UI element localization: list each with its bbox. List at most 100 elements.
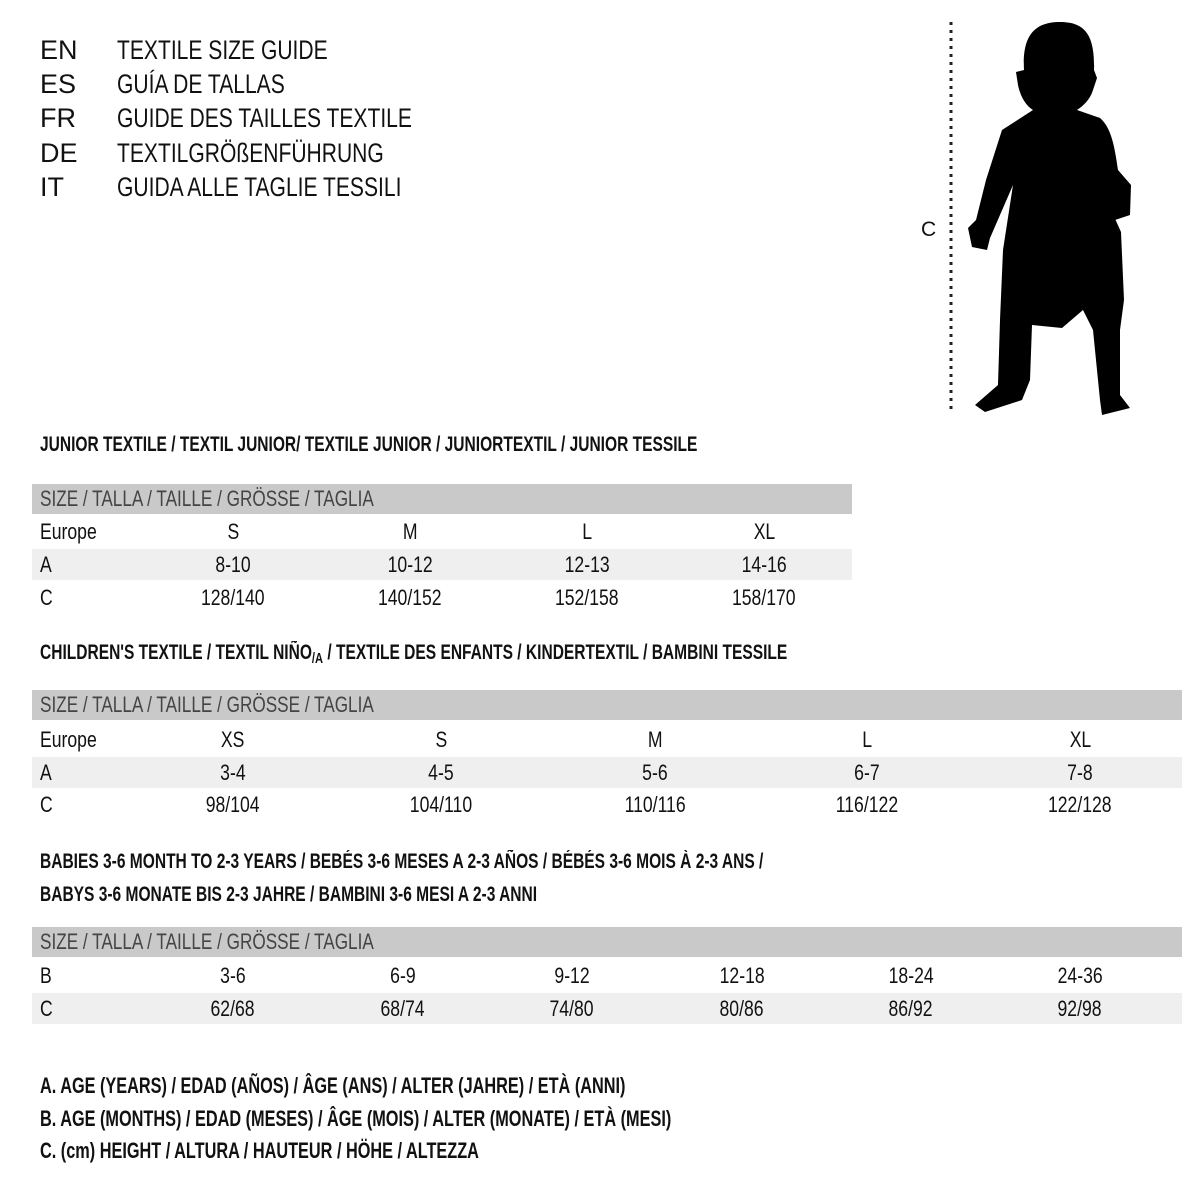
table-cell: 18-24: [831, 960, 991, 991]
row-label: C: [40, 789, 56, 820]
cell-value: 62/68: [210, 996, 256, 1021]
cell-value: 9-12: [554, 963, 590, 988]
children-heading: CHILDREN'S TEXTILE / TEXTIL NIÑO/A / TEX…: [40, 640, 1050, 672]
table-cell: 140/152: [330, 582, 490, 613]
row-label: B: [40, 960, 55, 991]
table-cell: M: [575, 724, 735, 755]
lang-code-it: IT: [40, 172, 64, 202]
table-cell: 12-13: [507, 549, 667, 580]
row-label: A: [40, 757, 55, 788]
table-cell: 24-36: [1000, 960, 1160, 991]
cell-value: 3-6: [220, 963, 246, 988]
heading-text: BABYS 3-6 MONATE BIS 2-3 JAHRE / BAMBINI…: [40, 883, 538, 906]
cell-value: S: [227, 519, 239, 544]
cell-value: 12-13: [564, 552, 610, 577]
cell-value: 98/104: [206, 792, 260, 817]
table-cell: L: [507, 516, 667, 547]
cell-value: S: [435, 727, 447, 752]
cell-value: 12-18: [719, 963, 765, 988]
row-label-text: A: [40, 760, 52, 785]
title-text: TEXTILGRÖßENFÜHRUNG: [117, 138, 384, 168]
cell-value: 10-12: [387, 552, 433, 577]
size-header-text: SIZE / TALLA / TAILLE / GRÖSSE / TAGLIA: [40, 692, 374, 717]
title-en: TEXTILE SIZE GUIDE: [117, 34, 387, 66]
lang-code-es: ES: [40, 69, 77, 99]
children-size-header: SIZE / TALLA / TAILLE / GRÖSSE / TAGLIA: [32, 690, 1182, 720]
cell-value: 122/128: [1048, 792, 1112, 817]
lang-code-fr: FR: [40, 103, 76, 133]
table-cell: 12-18: [662, 960, 822, 991]
cell-value: 24-36: [1057, 963, 1103, 988]
title-de: TEXTILGRÖßENFÜHRUNG: [117, 137, 459, 169]
row-label: A: [40, 549, 55, 580]
table-cell: 6-9: [323, 960, 483, 991]
cell-value: 152/158: [555, 585, 619, 610]
row-label-text: C: [40, 585, 53, 610]
size-header-text: SIZE / TALLA / TAILLE / GRÖSSE / TAGLIA: [40, 929, 374, 954]
row-stripe: [32, 757, 1182, 788]
cell-value: 4-5: [428, 760, 454, 785]
table-cell: XL: [684, 516, 844, 547]
title-text: GUIDE DES TAILLES TEXTILE: [117, 103, 412, 133]
legend-b: B. AGE (MONTHS) / EDAD (MESES) / ÂGE (MO…: [40, 1105, 893, 1133]
row-label: Europe: [40, 516, 111, 547]
table-cell: 4-5: [361, 757, 521, 788]
table-cell: M: [330, 516, 490, 547]
child-silhouette-shape: [968, 22, 1131, 415]
table-cell: 14-16: [684, 549, 844, 580]
table-cell: L: [787, 724, 947, 755]
table-cell: 92/98: [1000, 993, 1160, 1024]
title-text: GUIDA ALLE TAGLIE TESSILI: [117, 172, 402, 202]
cell-value: 7-8: [1067, 760, 1093, 785]
title-text: TEXTILE SIZE GUIDE: [117, 35, 328, 65]
table-cell: 7-8: [1000, 757, 1160, 788]
table-cell: 6-7: [787, 757, 947, 788]
cell-value: 128/140: [201, 585, 265, 610]
table-cell: 10-12: [330, 549, 490, 580]
cell-value: 104/110: [409, 792, 473, 817]
table-cell: 86/92: [831, 993, 991, 1024]
legend-text: B. AGE (MONTHS) / EDAD (MESES) / ÂGE (MO…: [40, 1106, 672, 1131]
legend-c: C. (cm) HEIGHT / ALTURA / HAUTEUR / HÖHE…: [40, 1137, 633, 1165]
cell-value: 74/80: [549, 996, 595, 1021]
table-cell: S: [361, 724, 521, 755]
table-cell: 3-6: [153, 960, 313, 991]
table-cell: 104/110: [361, 789, 521, 820]
title-text: GUÍA DE TALLAS: [117, 69, 285, 99]
table-cell: 9-12: [492, 960, 652, 991]
row-label-text: C: [40, 792, 53, 817]
legend-a: A. AGE (YEARS) / EDAD (AÑOS) / ÂGE (ANS)…: [40, 1072, 831, 1100]
table-cell: 122/128: [1000, 789, 1160, 820]
cell-value: 140/152: [378, 585, 442, 610]
table-cell: 5-6: [575, 757, 735, 788]
cell-value: 116/122: [835, 792, 899, 817]
child-silhouette-icon: [949, 22, 1131, 415]
table-cell: S: [153, 516, 313, 547]
lang-code-en: EN: [40, 35, 78, 65]
heading-text: / TEXTILE DES ENFANTS / KINDERTEXTIL / B…: [323, 641, 788, 664]
cell-value: M: [402, 519, 418, 544]
heading-text: JUNIOR TEXTILE / TEXTIL JUNIOR/ TEXTILE …: [40, 433, 698, 456]
table-cell: 152/158: [507, 582, 667, 613]
row-label-text: B: [40, 963, 52, 988]
legend-text: C. (cm) HEIGHT / ALTURA / HAUTEUR / HÖHE…: [40, 1138, 479, 1163]
babies-size-header: SIZE / TALLA / TAILLE / GRÖSSE / TAGLIA: [32, 927, 1182, 957]
table-cell: 158/170: [684, 582, 844, 613]
row-stripe: [32, 549, 852, 580]
cell-value: L: [862, 727, 872, 752]
table-cell: 74/80: [492, 993, 652, 1024]
table-cell: 98/104: [153, 789, 313, 820]
cell-value: 3-4: [220, 760, 246, 785]
heading-subscript: /A: [311, 650, 324, 667]
cell-value: 92/98: [1057, 996, 1103, 1021]
cell-value: 6-9: [390, 963, 416, 988]
table-cell: 3-4: [153, 757, 313, 788]
junior-size-header: SIZE / TALLA / TAILLE / GRÖSSE / TAGLIA: [32, 484, 852, 514]
row-label-text: Europe: [40, 519, 97, 544]
cell-value: M: [647, 727, 663, 752]
table-cell: 80/86: [662, 993, 822, 1024]
table-cell: 128/140: [153, 582, 313, 613]
table-cell: 62/68: [153, 993, 313, 1024]
row-label: C: [40, 582, 56, 613]
legend-text: A. AGE (YEARS) / EDAD (AÑOS) / ÂGE (ANS)…: [40, 1073, 626, 1098]
